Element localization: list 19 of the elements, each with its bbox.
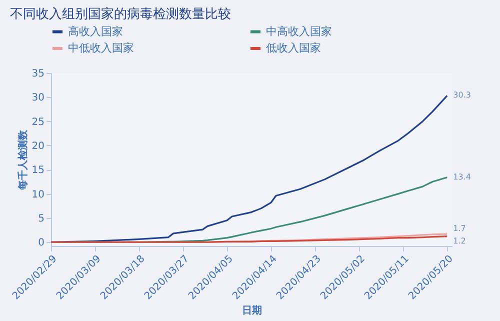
legend-label: 高收入国家	[68, 24, 123, 38]
annotation: 1.2	[453, 236, 466, 246]
y-tick-label: 5	[38, 213, 44, 224]
legend-label: 低收入国家	[266, 42, 321, 54]
y-tick-label: 20	[32, 140, 44, 152]
x-axis-title: 日期	[242, 304, 262, 316]
annotation: 13.4	[453, 172, 471, 182]
legend-label: 中低收入国家	[68, 42, 134, 54]
chart-title: 不同收入组别国家的病毒检测数量比较	[10, 6, 232, 22]
legend-label: 中高收入国家	[266, 24, 332, 38]
annotation: 1.7	[453, 224, 466, 233]
y-tick-label: 0	[38, 238, 44, 249]
y-tick-label: 10	[32, 189, 44, 200]
y-axis-title: 每千人检测数	[16, 129, 29, 191]
y-tick-label: 35	[32, 68, 44, 80]
y-tick-label: 15	[32, 165, 44, 176]
y-tick-label: 25	[32, 116, 44, 128]
y-tick-label: 30	[32, 92, 44, 104]
annotation: 30.3	[453, 90, 471, 100]
